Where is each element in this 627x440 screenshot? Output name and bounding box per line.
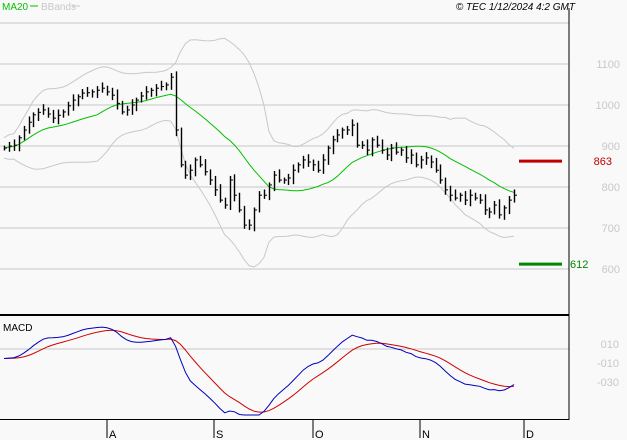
upper-band: [3, 37, 515, 149]
month-label: S: [216, 429, 223, 440]
level-label: 612: [570, 259, 588, 271]
macd-panel: 010 -010 -030: [0, 326, 619, 416]
price-bars: [3, 71, 517, 232]
price-tick-label: 800: [602, 182, 620, 194]
price-levels: 863 612: [519, 156, 612, 271]
price-tick-label: 700: [602, 223, 620, 235]
bollinger-bands: [3, 37, 515, 268]
macd-tick-label: 010: [601, 339, 619, 351]
copyright: © TEC 1/12/2024 4:2 GMT: [456, 2, 576, 13]
macd-label: MACD: [3, 323, 32, 334]
macd-line: [3, 326, 515, 416]
price-tick-label: 600: [602, 264, 620, 276]
month-label: A: [109, 429, 117, 440]
price-grid: 1100 1000 900 800 700 600: [0, 22, 620, 276]
ma20-line: [3, 93, 515, 193]
lower-band: [3, 119, 515, 268]
ma20: [3, 93, 515, 193]
macd-tick-label: -030: [597, 377, 619, 389]
macd-signal-line: [3, 329, 515, 413]
level-label: 863: [594, 156, 612, 168]
month-label: D: [526, 429, 534, 440]
price-tick-label: 1000: [596, 100, 620, 112]
legend-ma20: MA20: [2, 2, 29, 13]
month-label: N: [422, 429, 430, 440]
legend-bbands: BBands: [41, 2, 76, 13]
price-tick-label: 1100: [596, 59, 620, 71]
month-label: O: [315, 429, 324, 440]
price-tick-label: 900: [602, 141, 620, 153]
macd-tick-label: -010: [597, 358, 619, 370]
